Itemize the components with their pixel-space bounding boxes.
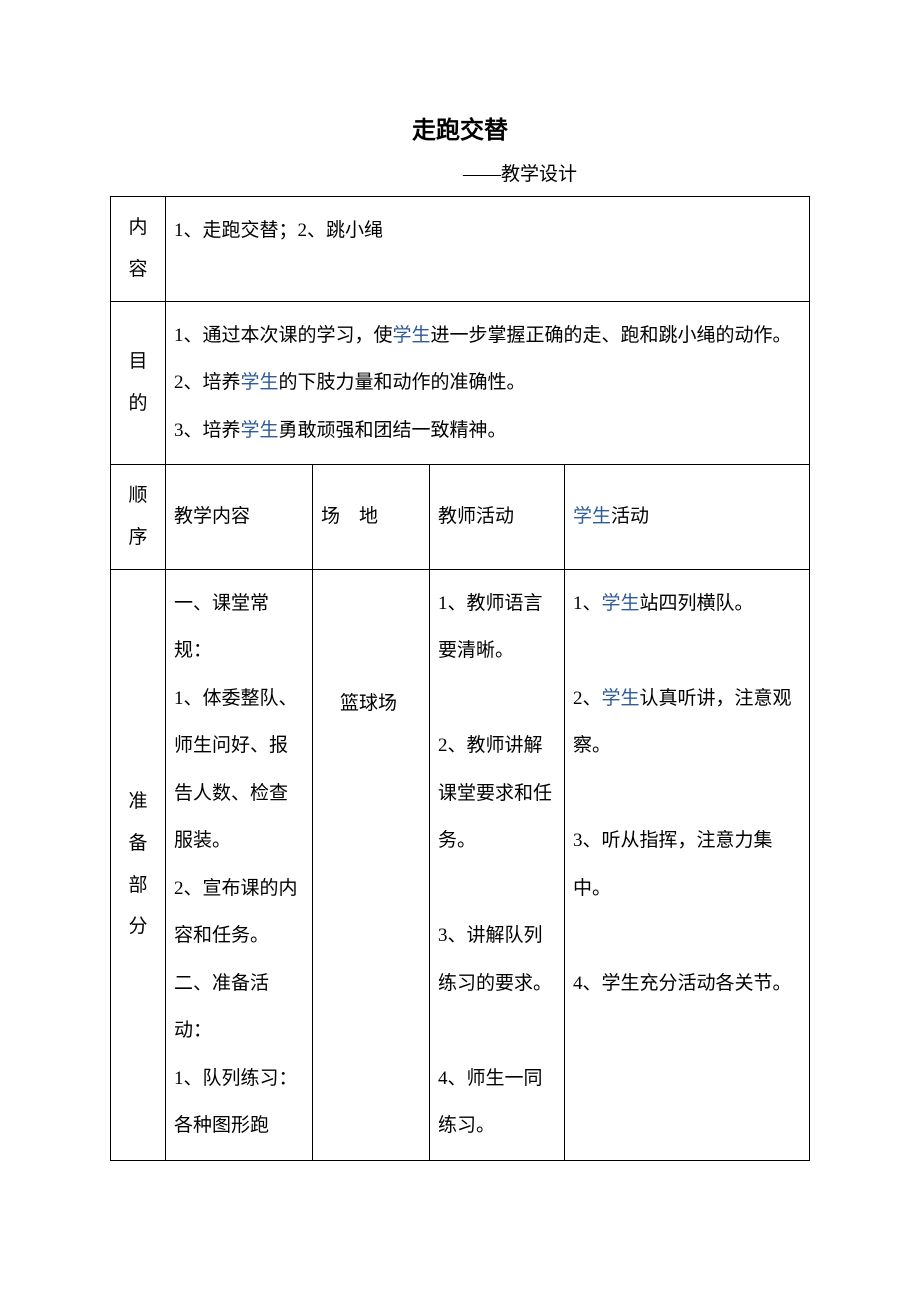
prep-teacher-cell: 1、教师语言要清晰。 2、教师讲解课堂要求和任务。 3、讲解队列练习的要求。 4…	[430, 569, 565, 1160]
document-subtitle: ——教学设计	[110, 159, 810, 186]
student-link[interactable]: 学生	[241, 372, 279, 393]
content-row: 内 容 1、走跑交替；2、跳小绳	[111, 197, 810, 302]
student-link[interactable]: 学生	[393, 325, 431, 346]
label-char: 备	[119, 823, 157, 865]
sequence-label: 顺 序	[111, 465, 166, 570]
document-title: 走跑交替	[110, 110, 810, 145]
purpose-text: 2、培养	[174, 372, 241, 393]
header-teacher-activity: 教师活动	[430, 465, 565, 570]
document-page: 走跑交替 ——教学设计 内 容 1、走跑交替；2、跳小绳 目 的 1、通过本次课…	[0, 0, 920, 1241]
subtitle-text: 教学设计	[501, 164, 577, 185]
student-text: 4、学生充分活动各关节。	[573, 973, 792, 994]
purpose-text: 1、通过本次课的学习，使	[174, 325, 393, 346]
prep-content-cell: 一、课堂常规： 1、体委整队、师生问好、报告人数、检查服装。 2、宣布课的内容和…	[166, 569, 313, 1160]
prep-student-cell: 1、学生站四列横队。 2、学生认真听讲，注意观察。 3、听从指挥，注意力集中。 …	[565, 569, 810, 1160]
header-teaching-content: 教学内容	[166, 465, 313, 570]
purpose-cell: 1、通过本次课的学习，使学生进一步掌握正确的走、跑和跳小绳的动作。 2、培养学生…	[166, 301, 810, 465]
prep-place-cell: 篮球场	[313, 569, 430, 1160]
purpose-row: 目 的 1、通过本次课的学习，使学生进一步掌握正确的走、跑和跳小绳的动作。 2、…	[111, 301, 810, 465]
label-char: 内	[119, 207, 157, 249]
label-char: 分	[119, 906, 157, 948]
label-char: 准	[119, 781, 157, 823]
label-char: 的	[119, 383, 157, 425]
prep-row: 准 备 部 分 一、课堂常规： 1、体委整队、师生问好、报告人数、检查服装。 2…	[111, 569, 810, 1160]
label-char: 顺	[119, 475, 157, 517]
subtitle-prefix: ——	[463, 164, 501, 185]
purpose-text: 勇敢顽强和团结一致精神。	[279, 420, 507, 441]
label-char: 容	[119, 249, 157, 291]
purpose-text: 进一步掌握正确的走、跑和跳小绳的动作。	[431, 325, 792, 346]
student-link[interactable]: 学生	[602, 593, 640, 614]
prep-label: 准 备 部 分	[111, 569, 166, 1160]
header-student-suffix: 活动	[611, 506, 649, 527]
purpose-label: 目 的	[111, 301, 166, 465]
content-label: 内 容	[111, 197, 166, 302]
lesson-plan-table: 内 容 1、走跑交替；2、跳小绳 目 的 1、通过本次课的学习，使学生进一步掌握…	[110, 196, 810, 1161]
content-cell: 1、走跑交替；2、跳小绳	[166, 197, 810, 302]
purpose-text: 3、培养	[174, 420, 241, 441]
student-link[interactable]: 学生	[573, 506, 611, 527]
header-student-activity: 学生活动	[565, 465, 810, 570]
label-char: 目	[119, 341, 157, 383]
student-text: 3、听从指挥，注意力集中。	[573, 830, 773, 899]
label-char: 序	[119, 517, 157, 559]
header-place: 场 地	[313, 465, 430, 570]
student-text: 2、	[573, 688, 602, 709]
purpose-text: 的下肢力量和动作的准确性。	[279, 372, 526, 393]
student-text: 1、	[573, 593, 602, 614]
student-link[interactable]: 学生	[602, 688, 640, 709]
student-text: 站四列横队。	[640, 593, 754, 614]
label-char: 部	[119, 865, 157, 907]
header-row: 顺 序 教学内容 场 地 教师活动 学生活动	[111, 465, 810, 570]
student-link[interactable]: 学生	[241, 420, 279, 441]
